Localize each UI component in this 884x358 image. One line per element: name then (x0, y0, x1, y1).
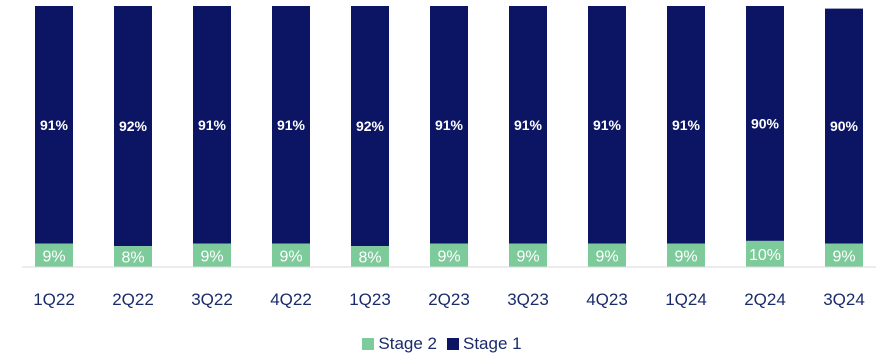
data-label-stage-1-3Q23: 91% (514, 117, 543, 133)
bar-stage-1-2Q22 (114, 6, 152, 247)
data-label-stage-2-3Q24: 9% (832, 248, 855, 265)
x-tick-label-1Q22: 1Q22 (33, 290, 75, 309)
x-tick-label-4Q22: 4Q22 (270, 290, 312, 309)
x-tick-label-2Q22: 2Q22 (112, 290, 154, 309)
data-label-stage-2-1Q22: 9% (42, 248, 65, 265)
data-label-stage-1-2Q22: 92% (119, 118, 148, 134)
data-label-stage-1-4Q23: 91% (593, 117, 622, 133)
data-label-stage-2-4Q23: 9% (595, 248, 618, 265)
x-tick-label-3Q23: 3Q23 (507, 290, 549, 309)
bar-stage-2-4Q22 (272, 243, 310, 267)
bar-stage-2-1Q22 (35, 243, 73, 267)
data-label-stage-2-1Q23: 8% (358, 250, 381, 267)
bars-layer: 91% 9% 92% 8% 91% 9% 91% 9% 92% 8% 91% 9% 91% 9% 91% 9%… (35, 6, 863, 267)
bar-stage-1-2Q23 (430, 6, 468, 244)
x-tick-labels: 1Q22 2Q22 3Q22 4Q22 1Q23 2Q23 3Q23 4Q23 1Q24 2Q24… (33, 290, 865, 309)
legend-swatch-stage-2 (362, 338, 375, 350)
x-tick-label-1Q24: 1Q24 (665, 290, 707, 309)
bar-stage-2-2Q22 (114, 246, 152, 267)
data-label-stage-1-2Q23: 91% (435, 117, 464, 133)
bar-stage-2-2Q24 (746, 240, 784, 267)
x-tick-label-2Q23: 2Q23 (428, 290, 470, 309)
bar-stage-2-4Q23 (588, 243, 626, 267)
data-label-stage-2-3Q23: 9% (516, 248, 539, 265)
bar-stage-1-1Q22 (35, 6, 73, 244)
bar-stage-1-3Q24 (825, 8, 863, 244)
legend: Stage 2 Stage 1 (0, 334, 884, 354)
bar-stage-1-2Q24 (746, 6, 784, 241)
legend-label-stage-2: Stage 2 (378, 334, 437, 353)
x-tick-label-3Q22: 3Q22 (191, 290, 233, 309)
bar-stage-1-4Q23 (588, 6, 626, 244)
legend-item-stage-1: Stage 1 (447, 334, 522, 354)
data-label-stage-1-1Q23: 92% (356, 118, 385, 134)
bar-stage-2-3Q23 (509, 243, 547, 267)
bar-stage-1-1Q23 (351, 6, 389, 247)
data-label-stage-1-1Q22: 91% (40, 117, 69, 133)
bar-stage-2-1Q23 (351, 246, 389, 267)
data-label-stage-1-3Q24: 90% (830, 118, 859, 134)
legend-swatch-stage-1 (447, 338, 459, 350)
bar-stage-1-1Q24 (667, 6, 705, 244)
data-label-stage-1-3Q22: 91% (198, 117, 227, 133)
bar-stage-1-4Q22 (272, 6, 310, 244)
x-tick-label-1Q23: 1Q23 (349, 290, 391, 309)
data-label-stage-2-2Q23: 9% (437, 248, 460, 265)
data-label-stage-2-2Q22: 8% (121, 250, 144, 267)
data-label-stage-2-1Q24: 9% (674, 248, 697, 265)
data-label-stage-2-2Q24: 10% (749, 247, 781, 264)
data-label-stage-1-2Q24: 90% (751, 115, 780, 131)
bar-stage-2-3Q22 (193, 243, 231, 267)
bar-stage-1-3Q23 (509, 6, 547, 244)
bar-stage-2-1Q24 (667, 243, 705, 267)
bar-stage-1-3Q22 (193, 6, 231, 244)
data-label-stage-1-4Q22: 91% (277, 117, 306, 133)
legend-item-stage-2: Stage 2 (362, 334, 437, 354)
x-tick-label-2Q24: 2Q24 (744, 290, 786, 309)
x-tick-label-4Q23: 4Q23 (586, 290, 628, 309)
data-label-stage-2-4Q22: 9% (279, 248, 302, 265)
data-label-stage-2-3Q22: 9% (200, 248, 223, 265)
bar-stage-2-3Q24 (825, 243, 863, 267)
x-tick-label-3Q24: 3Q24 (823, 290, 865, 309)
stacked-bar-chart: 91% 9% 92% 8% 91% 9% 91% 9% 92% 8% 91% 9% 91% 9% 91% 9%… (22, 6, 876, 309)
data-label-stage-1-1Q24: 91% (672, 117, 701, 133)
legend-label-stage-1: Stage 1 (463, 334, 522, 353)
bar-stage-2-2Q23 (430, 243, 468, 267)
